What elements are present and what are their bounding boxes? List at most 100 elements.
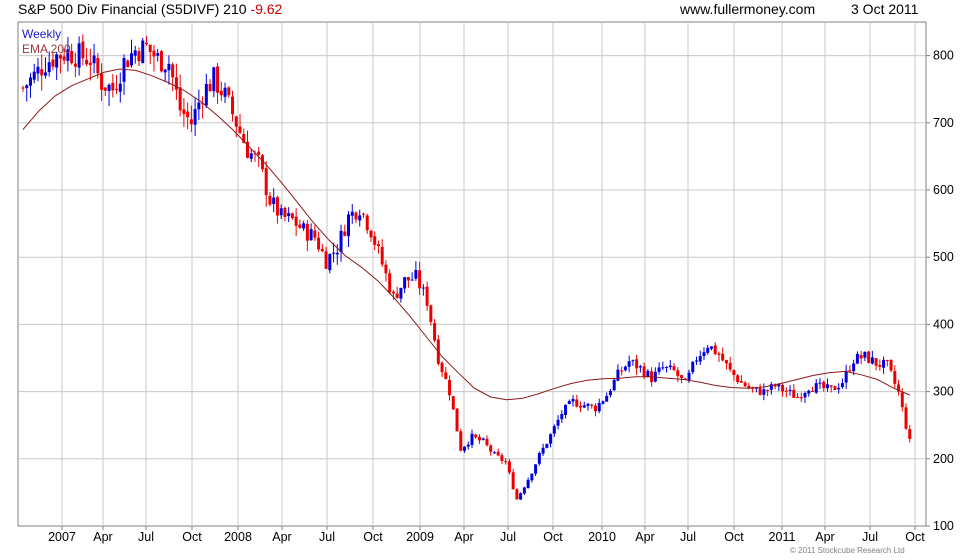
candle-body (713, 345, 717, 355)
candle-body (796, 397, 800, 399)
candle-body (567, 401, 571, 404)
candle-body (882, 359, 886, 368)
y-tick-label: 700 (933, 116, 954, 130)
ema-200-line (22, 68, 910, 401)
candle-body (171, 64, 175, 78)
y-tick-label: 400 (933, 317, 954, 331)
candle-body (702, 352, 706, 357)
candle-body (736, 375, 740, 383)
candle-body (870, 357, 874, 364)
candle-body (320, 248, 324, 252)
candle-body (908, 429, 912, 439)
candle-body (118, 83, 122, 92)
candle-body (825, 384, 829, 389)
candle-body (96, 58, 100, 74)
candle-body (103, 87, 107, 91)
candle-body (152, 50, 156, 57)
candle-body (691, 361, 695, 373)
x-axis: 2007 Apr Jul Oct 2008 Apr Jul Oct 2009 Apr Jul Oct 2… (48, 526, 925, 544)
candle-body (115, 88, 119, 90)
candle-body (253, 153, 257, 155)
candle-body (534, 464, 538, 474)
candle-body (58, 55, 62, 59)
candle-body (376, 244, 380, 247)
candle-body (545, 443, 549, 448)
candle-body (571, 398, 575, 402)
candle-body (238, 126, 242, 133)
plot-frame (17, 21, 927, 527)
candle-body (477, 436, 481, 441)
candle-body (339, 230, 343, 252)
candle-body (77, 43, 81, 68)
candle-body (100, 73, 104, 90)
candle-body (784, 390, 788, 392)
candle-body (848, 370, 852, 372)
candle-body (141, 40, 145, 64)
candle-body (395, 293, 399, 298)
candle-body (208, 83, 212, 92)
candle-body (788, 389, 792, 392)
candle-body (646, 370, 650, 377)
x-tick-label: Jul (319, 530, 335, 544)
candle-body (541, 447, 545, 454)
candle-body (900, 392, 904, 408)
candle-body (564, 404, 568, 415)
candle-body (500, 455, 504, 461)
candle-body (459, 431, 463, 451)
candle-body (717, 353, 721, 355)
legend: Weekly EMA 200 (22, 27, 71, 57)
candle-body (515, 489, 519, 500)
candle-body (186, 111, 190, 118)
x-tick-label: Apr (272, 530, 291, 544)
candle-body (743, 382, 747, 387)
candle-body (268, 195, 272, 205)
candle-body (466, 444, 470, 447)
x-tick-label: Oct (363, 530, 383, 544)
candle-body (575, 399, 579, 407)
y-tick-label: 500 (933, 250, 954, 264)
candle-body (425, 286, 429, 306)
candle-body (66, 49, 70, 61)
candle-body (257, 151, 261, 155)
candle-body (223, 87, 227, 97)
candle-body (897, 384, 901, 392)
candle-body (777, 384, 781, 387)
candle-body (556, 419, 560, 426)
candle-body (657, 367, 661, 372)
x-tick-label: Jul (862, 530, 878, 544)
candle-body (773, 384, 777, 387)
candle-body (904, 407, 908, 429)
x-tick-label: Jul (500, 530, 516, 544)
candle-body (193, 109, 197, 125)
candle-body (522, 487, 526, 494)
candle-body (144, 42, 148, 45)
candle-body (451, 396, 455, 410)
y-tick-label: 600 (933, 183, 954, 197)
candle-body (332, 252, 336, 254)
candle-body (481, 438, 485, 440)
candle-body (403, 277, 407, 289)
candle-body (474, 434, 478, 438)
candle-body (807, 390, 811, 394)
candle-body (549, 434, 553, 444)
candle-body (889, 360, 893, 371)
x-tick-label: Apr (454, 530, 473, 544)
candle-body (537, 453, 541, 464)
candle-body (844, 370, 848, 383)
candle-body (724, 360, 728, 364)
candle-body (130, 53, 134, 66)
candle-body (369, 230, 373, 238)
candle-body (159, 51, 163, 72)
candle-body (840, 383, 844, 388)
candle-body (885, 359, 889, 361)
candle-body (290, 213, 294, 219)
candle-body (88, 62, 92, 66)
candle-body (668, 365, 672, 368)
x-tick-label: Apr (635, 530, 654, 544)
candle-body (70, 50, 74, 64)
x-tick-label: Apr (93, 530, 112, 544)
candle-body (272, 197, 276, 205)
candle-body (687, 372, 691, 381)
candle-body (36, 66, 40, 74)
copyright: © 2011 Stockcube Research Ltd (790, 546, 905, 555)
